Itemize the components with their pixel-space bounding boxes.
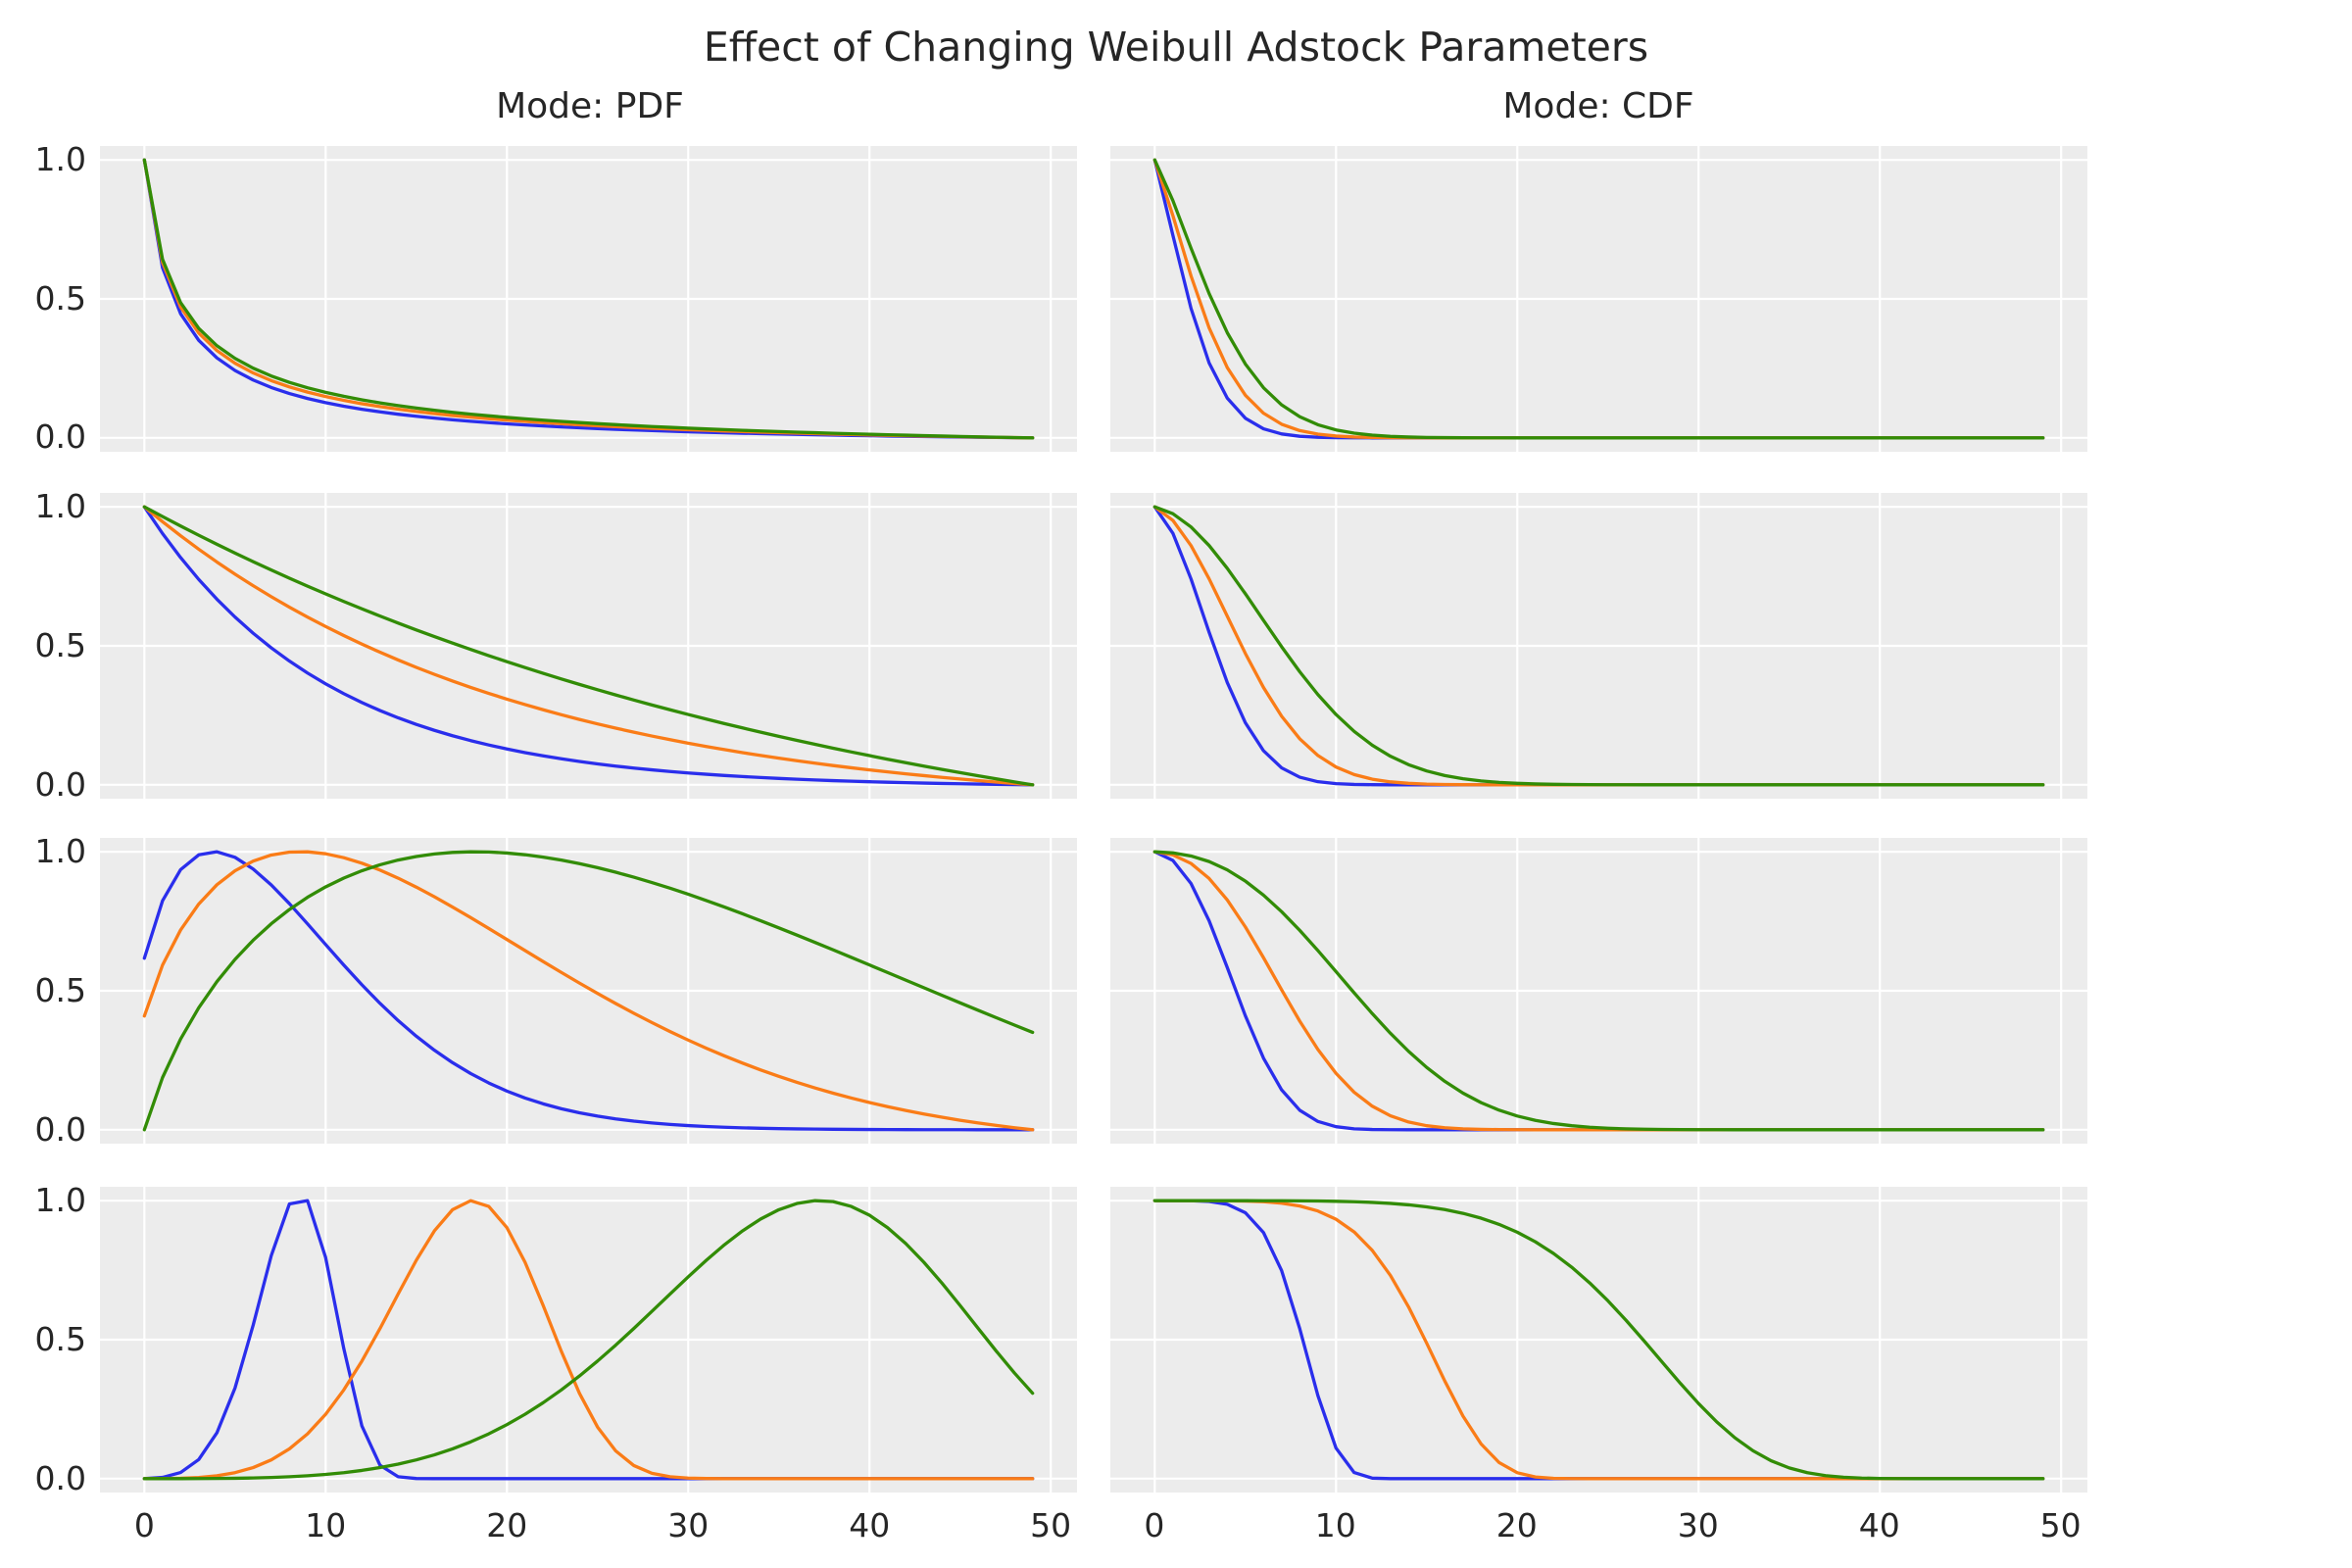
- x-tick-label: 0: [1144, 1506, 1165, 1544]
- x-tick-label: 10: [1314, 1506, 1356, 1544]
- subplot-pdf-shape-0.5: [100, 145, 1077, 452]
- weibull-curve-pdf-shape-1.5-scale-40: [142, 850, 1035, 1132]
- y-tick-label: 0.5: [34, 278, 86, 318]
- weibull-curve-pdf-shape-1-scale-20: [142, 505, 1035, 787]
- x-tick-label: 40: [1858, 1506, 1900, 1544]
- weibull-curve-pdf-shape-5-scale-20: [142, 1199, 1035, 1481]
- x-tick-label: 10: [305, 1506, 347, 1544]
- weibull-curve-pdf-shape-5-scale-40: [142, 1199, 1035, 1481]
- x-tick-label: 0: [133, 1506, 155, 1544]
- y-tick-label: 1.0: [34, 1181, 86, 1220]
- weibull-curve-pdf-shape-1-scale-40: [142, 505, 1035, 787]
- x-tick-label: 30: [667, 1506, 710, 1544]
- weibull-curve-cdf-shape-1-scale-40: [1152, 505, 2044, 787]
- subplot-pdf-shape-1.5: [100, 837, 1077, 1144]
- subplot-cdf-shape-5: [1109, 1186, 2087, 1493]
- subplot-title-mode-pdf: Mode: PDF: [496, 86, 684, 126]
- y-tick-label: 0.0: [34, 417, 86, 457]
- y-tick-label: 0.0: [34, 1109, 86, 1149]
- x-tick-label: 20: [486, 1506, 528, 1544]
- weibull-curve-cdf-shape-5-scale-40: [1152, 1199, 2044, 1481]
- y-tick-label: 1.0: [34, 487, 86, 526]
- y-tick-label: 1.0: [34, 831, 86, 870]
- weibull-curve-pdf-shape-1.5-scale-20: [142, 850, 1035, 1132]
- figure-title: Effect of Changing Weibull Adstock Param…: [703, 24, 1649, 71]
- x-tick-label: 20: [1495, 1506, 1538, 1544]
- weibull-curve-pdf-shape-0.5-scale-40: [142, 158, 1035, 440]
- x-tick-label: 50: [2039, 1506, 2082, 1544]
- x-tick-label: 50: [1030, 1506, 1072, 1544]
- y-tick-label: 0.5: [34, 970, 86, 1009]
- y-tick-label: 0.5: [34, 1319, 86, 1358]
- weibull-curve-cdf-shape-0.5-scale-40: [1152, 158, 2044, 440]
- subplot-cdf-shape-1: [1109, 493, 2087, 800]
- y-tick-label: 0.5: [34, 626, 86, 665]
- subplot-title-mode-cdf: Mode: CDF: [1502, 86, 1694, 126]
- subplot-cdf-shape-0.5: [1109, 145, 2087, 452]
- x-tick-label: 30: [1677, 1506, 1719, 1544]
- subplot-cdf-shape-1.5: [1109, 837, 2087, 1144]
- y-tick-label: 0.0: [34, 765, 86, 805]
- subplot-pdf-shape-1: [100, 493, 1077, 800]
- y-tick-label: 0.0: [34, 1458, 86, 1497]
- weibull-curve-cdf-shape-1.5-scale-40: [1152, 850, 2044, 1132]
- subplot-pdf-shape-5: [100, 1186, 1077, 1493]
- weibull-curve-pdf-shape-1-scale-10: [142, 505, 1035, 787]
- y-tick-label: 1.0: [34, 139, 86, 178]
- x-tick-label: 40: [849, 1506, 891, 1544]
